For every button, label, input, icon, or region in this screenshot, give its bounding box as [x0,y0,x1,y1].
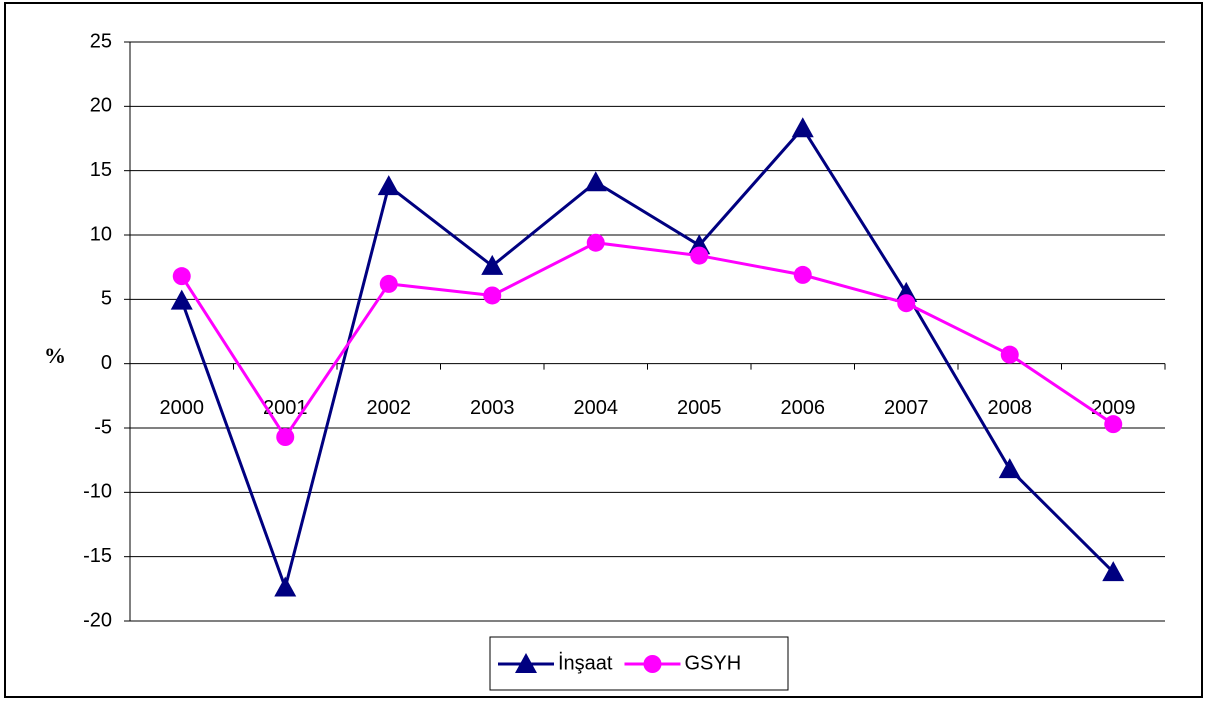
y-tick-label: -20 [83,609,112,631]
y-tick-label: -5 [94,416,112,438]
x-tick-label: 2001 [263,397,308,419]
data-point [1000,345,1019,364]
data-point [274,576,297,597]
x-tick-label: 2007 [884,397,929,419]
x-tick-label: 2004 [574,397,619,419]
x-tick-label: 2003 [470,397,515,419]
y-tick-label: 5 [101,288,112,310]
y-axis-label: % [44,343,66,368]
x-tick-label: 2006 [781,397,826,419]
data-point [793,265,812,284]
data-point [379,274,398,293]
x-tick-label: 2002 [367,397,412,419]
legend-marker [643,655,662,673]
legend-label: GSYH [684,652,741,674]
y-tick-label: 10 [90,223,112,245]
y-tick-label: 25 [90,30,112,52]
y-tick-label: 20 [90,95,112,117]
data-point [377,175,400,196]
data-point [690,246,709,265]
data-point [170,289,193,310]
data-point [586,233,605,252]
data-point [172,267,191,286]
x-tick-label: 2000 [160,397,205,419]
data-point [998,458,1021,479]
y-tick-label: -15 [83,545,112,567]
chart-frame [4,2,1203,698]
series-line [180,125,1115,593]
y-tick-label: 0 [101,352,112,374]
x-tick-label: 2005 [677,397,722,419]
data-point [584,171,607,192]
data-point [1102,561,1125,582]
legend-label: İnşaat [558,651,613,674]
data-point [1104,415,1123,434]
legend-marker [515,653,537,673]
data-point [897,294,916,313]
data-point [483,286,502,305]
data-point [276,428,295,447]
y-tick-label: -10 [83,481,112,503]
x-tick-label: 2009 [1091,397,1136,419]
y-tick-label: 15 [90,159,112,181]
data-point [791,117,814,138]
x-tick-label: 2008 [988,397,1033,419]
series-line [180,241,1115,440]
data-point [481,254,504,275]
